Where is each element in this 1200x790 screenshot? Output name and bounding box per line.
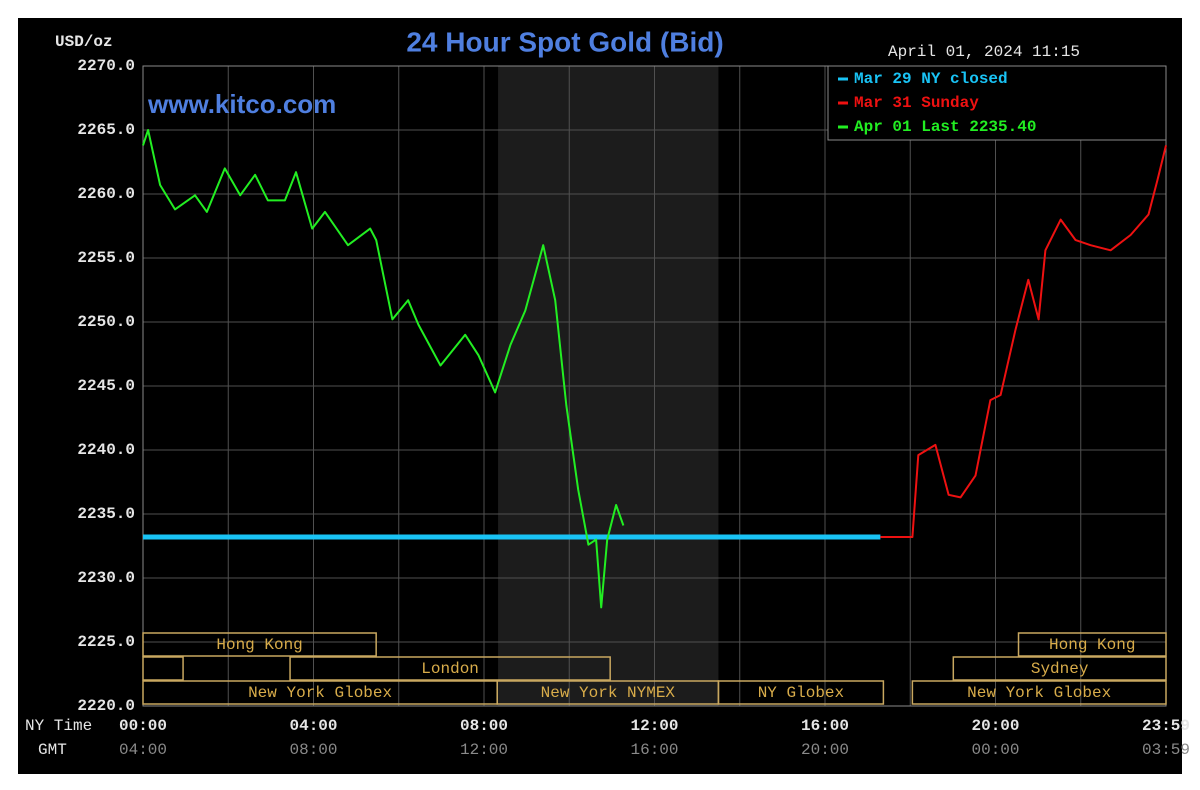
x-tick-label: 08:00 bbox=[460, 717, 508, 735]
legend-entry: Mar 29 NY closed bbox=[854, 70, 1008, 88]
session-box bbox=[142, 656, 184, 681]
x2-tick-label: 04:00 bbox=[119, 741, 167, 759]
x2-tick-label: 00:00 bbox=[971, 741, 1019, 759]
x-tick-label: 00:00 bbox=[119, 717, 167, 735]
session-label: New York Globex bbox=[967, 684, 1111, 702]
session-label: Sydney bbox=[1031, 660, 1089, 678]
session-box bbox=[911, 680, 1167, 705]
session-box bbox=[717, 680, 885, 705]
x-tick-label: 16:00 bbox=[801, 717, 849, 735]
y-tick-label: 2235.0 bbox=[77, 505, 135, 523]
series-line bbox=[880, 145, 1167, 538]
legend-box bbox=[827, 65, 1167, 141]
x2-tick-label: 03:59 bbox=[1142, 741, 1190, 759]
session-label: New York NYMEX bbox=[541, 684, 676, 702]
session-label: London bbox=[421, 660, 479, 678]
x-tick-label: 23:59 bbox=[1142, 717, 1190, 735]
session-label: New York Globex bbox=[248, 684, 392, 702]
chart-title: 24 Hour Spot Gold (Bid) bbox=[406, 26, 723, 57]
y-tick-label: 2245.0 bbox=[77, 377, 135, 395]
y-tick-label: 2260.0 bbox=[77, 185, 135, 203]
y-tick-label: 2220.0 bbox=[77, 697, 135, 715]
legend-entry: Mar 31 Sunday bbox=[854, 94, 979, 112]
session-box bbox=[142, 632, 377, 657]
watermark: www.kitco.com bbox=[147, 89, 336, 119]
y-tick-label: 2265.0 bbox=[77, 121, 135, 139]
unit-label: USD/oz bbox=[55, 33, 113, 51]
series-line bbox=[142, 129, 625, 609]
session-label: Hong Kong bbox=[1049, 636, 1135, 654]
y-tick-label: 2240.0 bbox=[77, 441, 135, 459]
legend-entry: Apr 01 Last 2235.40 bbox=[854, 118, 1036, 136]
y-tick-label: 2230.0 bbox=[77, 569, 135, 587]
x-axis-label: NY Time bbox=[25, 717, 92, 735]
x2-tick-label: 20:00 bbox=[801, 741, 849, 759]
x2-tick-label: 12:00 bbox=[460, 741, 508, 759]
timestamp: April 01, 2024 11:15 bbox=[888, 43, 1080, 61]
session-box bbox=[952, 656, 1167, 681]
y-tick-label: 2255.0 bbox=[77, 249, 135, 267]
y-tick-label: 2225.0 bbox=[77, 633, 135, 651]
session-box bbox=[1017, 632, 1167, 657]
session-label: NY Globex bbox=[758, 684, 844, 702]
x-tick-label: 12:00 bbox=[630, 717, 678, 735]
y-tick-label: 2250.0 bbox=[77, 313, 135, 331]
x2-axis-label: GMT bbox=[38, 741, 67, 759]
x-tick-label: 04:00 bbox=[289, 717, 337, 735]
session-box bbox=[289, 656, 611, 681]
x2-tick-label: 16:00 bbox=[630, 741, 678, 759]
plot-frame bbox=[142, 65, 1167, 707]
x2-tick-label: 08:00 bbox=[289, 741, 337, 759]
y-tick-label: 2270.0 bbox=[77, 57, 135, 75]
session-label: Hong Kong bbox=[216, 636, 302, 654]
x-tick-label: 20:00 bbox=[971, 717, 1019, 735]
